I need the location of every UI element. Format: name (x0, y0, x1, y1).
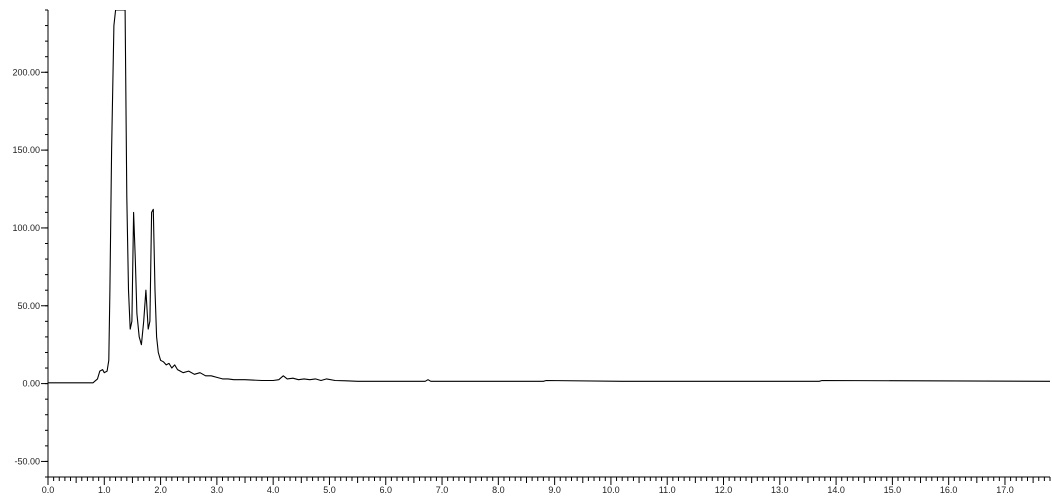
x-tick-label: 10.0 (602, 485, 620, 495)
x-tick-label: 8.0 (492, 485, 505, 495)
x-tick-label: 12.0 (715, 485, 733, 495)
x-tick-label: 7.0 (436, 485, 449, 495)
x-tick-label: 16.0 (940, 485, 958, 495)
x-tick-label: 4.0 (267, 485, 280, 495)
x-tick-label: 15.0 (884, 485, 902, 495)
y-tick-label: 50.00 (17, 301, 40, 311)
y-tick-label: 200.00 (12, 67, 40, 77)
x-tick-label: 13.0 (771, 485, 789, 495)
series-layer (48, 10, 1050, 384)
y-tick-label: 0.00 (22, 379, 40, 389)
y-tick-label: -50.00 (14, 456, 40, 466)
x-tick-label: 9.0 (548, 485, 561, 495)
x-tick-label: 2.0 (154, 485, 167, 495)
x-tick-label: 6.0 (379, 485, 392, 495)
x-tick-label: 11.0 (659, 485, 676, 495)
x-axis: 0.0 1.0 2.0 3.0 4.0 5.0 6.0 7.0 8.0 9.0 10.0 11.0 12… (42, 476, 1051, 495)
y-tick-label: 150.00 (12, 145, 40, 155)
x-tick-label: 3.0 (211, 485, 224, 495)
x-tick-label: 0.0 (42, 485, 55, 495)
x-tick-label: 17.0 (996, 485, 1014, 495)
x-tick-label: 1.0 (98, 485, 111, 495)
y-axis: 200.00 150.00 100.00 50.00 0.00 -50.00 (12, 9, 49, 478)
y-tick-label: 100.00 (12, 223, 40, 233)
x-tick-label: 5.0 (323, 485, 336, 495)
x-tick-label: 14.0 (827, 485, 845, 495)
series-line-0 (48, 10, 1050, 384)
